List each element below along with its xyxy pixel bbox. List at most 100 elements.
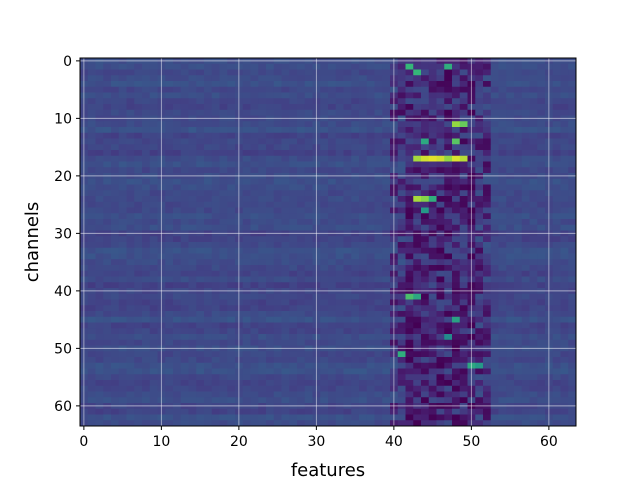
heatmap-cell — [436, 150, 445, 157]
heatmap-cell — [258, 132, 267, 139]
heatmap-cell — [405, 190, 414, 197]
heatmap-cell — [568, 224, 577, 231]
heatmap-cell — [134, 167, 143, 174]
heatmap-cell — [382, 299, 391, 306]
heatmap-cell — [335, 201, 344, 208]
heatmap-cell — [173, 339, 182, 346]
heatmap-cell — [475, 259, 484, 266]
heatmap-cell — [297, 265, 306, 272]
heatmap-cell — [149, 270, 158, 277]
heatmap-cell — [258, 236, 267, 243]
heatmap-cell — [103, 334, 112, 341]
heatmap-cell — [529, 81, 538, 88]
heatmap-cell — [328, 311, 337, 318]
heatmap-cell — [529, 391, 538, 398]
heatmap-cell — [514, 201, 523, 208]
heatmap-cell — [498, 357, 507, 364]
heatmap-cell — [506, 184, 515, 191]
heatmap-cell — [118, 408, 127, 415]
heatmap-cell — [211, 247, 220, 254]
heatmap-cell — [529, 247, 538, 254]
heatmap-cell — [506, 374, 515, 381]
heatmap-cell — [421, 391, 430, 398]
heatmap-cell — [111, 213, 120, 220]
heatmap-cell — [250, 316, 259, 323]
heatmap-cell — [560, 265, 569, 272]
heatmap-cell — [382, 86, 391, 93]
heatmap-cell — [103, 328, 112, 335]
heatmap-cell — [452, 374, 461, 381]
heatmap-cell — [405, 236, 414, 243]
heatmap-cell — [219, 161, 228, 168]
heatmap-cell — [142, 374, 151, 381]
heatmap-cell — [273, 155, 282, 162]
heatmap-cell — [142, 138, 151, 145]
heatmap-cell — [211, 311, 220, 318]
heatmap-cell — [173, 253, 182, 260]
heatmap-cell — [374, 219, 383, 226]
heatmap-cell — [537, 391, 546, 398]
heatmap-cell — [359, 155, 368, 162]
heatmap-cell — [483, 155, 492, 162]
heatmap-cell — [452, 184, 461, 191]
heatmap-cell — [304, 98, 313, 105]
heatmap-cell — [506, 236, 515, 243]
heatmap-cell — [436, 247, 445, 254]
heatmap-cell — [382, 236, 391, 243]
heatmap-cell — [351, 270, 360, 277]
heatmap-cell — [397, 293, 406, 300]
heatmap-cell — [188, 63, 197, 70]
heatmap-cell — [204, 368, 213, 375]
heatmap-cell — [366, 63, 375, 70]
heatmap-cell — [242, 282, 251, 289]
heatmap-cell — [258, 167, 267, 174]
heatmap-cell — [227, 213, 236, 220]
heatmap-cell — [118, 81, 127, 88]
heatmap-cell — [297, 144, 306, 151]
heatmap-cell — [436, 253, 445, 260]
heatmap-cell — [366, 328, 375, 335]
heatmap-cell — [514, 86, 523, 93]
heatmap-cell — [126, 86, 135, 93]
heatmap-cell — [165, 385, 174, 392]
heatmap-cell — [413, 98, 422, 105]
heatmap-cell — [289, 207, 298, 214]
heatmap-cell — [273, 236, 282, 243]
heatmap-cell — [506, 92, 515, 99]
heatmap-cell — [118, 144, 127, 151]
heatmap-cell — [118, 339, 127, 346]
heatmap-cell — [397, 270, 406, 277]
heatmap-cell — [266, 86, 275, 93]
heatmap-cell — [242, 351, 251, 358]
heatmap-cell — [374, 282, 383, 289]
heatmap-cell — [366, 334, 375, 341]
heatmap-cell — [405, 339, 414, 346]
heatmap-cell — [335, 121, 344, 128]
heatmap-cell — [560, 339, 569, 346]
heatmap-cell — [250, 242, 259, 249]
heatmap-cell — [335, 351, 344, 358]
heatmap-cell — [180, 420, 189, 427]
heatmap-cell — [95, 69, 104, 76]
heatmap-cell — [498, 104, 507, 111]
heatmap-cell — [149, 63, 158, 70]
heatmap-cell — [219, 270, 228, 277]
heatmap-cell — [351, 121, 360, 128]
heatmap-cell — [87, 92, 96, 99]
heatmap-cell — [366, 362, 375, 369]
heatmap-cell — [165, 265, 174, 272]
heatmap-cell — [227, 397, 236, 404]
heatmap-cell — [250, 75, 259, 82]
heatmap-cell — [537, 161, 546, 168]
heatmap-cell — [459, 92, 468, 99]
heatmap-cell — [250, 219, 259, 226]
heatmap-cell — [475, 408, 484, 415]
heatmap-cell — [452, 155, 461, 162]
heatmap-cell — [149, 69, 158, 76]
heatmap-cell — [359, 305, 368, 312]
heatmap-cell — [568, 276, 577, 283]
heatmap-cell — [405, 282, 414, 289]
heatmap-cell — [529, 420, 538, 427]
heatmap-cell — [560, 98, 569, 105]
heatmap-cell — [118, 201, 127, 208]
